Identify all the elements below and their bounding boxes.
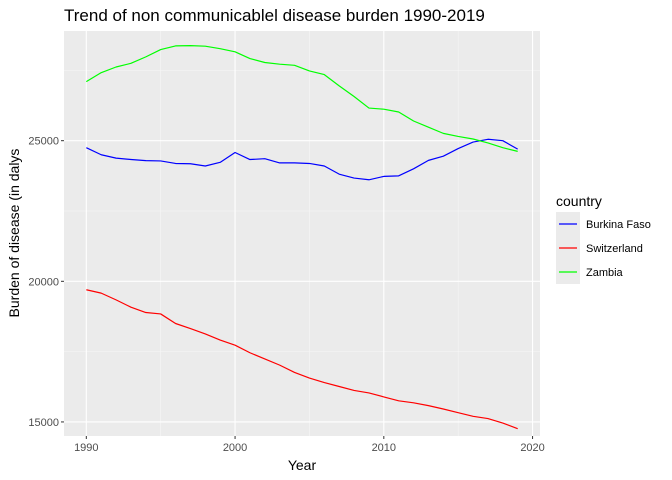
plot-panel bbox=[64, 31, 540, 436]
series-line-zambia bbox=[85, 45, 518, 152]
series-line-switzerland bbox=[86, 289, 518, 430]
legend-item-label: Zambia bbox=[586, 267, 624, 279]
y-tick-label: 15000 bbox=[28, 417, 59, 429]
legend-item-label: Switzerland bbox=[586, 243, 643, 255]
x-axis: 1990 2000 2010 2020 bbox=[74, 436, 545, 454]
y-tick-label: 20000 bbox=[28, 276, 59, 288]
x-axis-title: Year bbox=[288, 457, 317, 473]
x-tick-label: 1990 bbox=[74, 442, 98, 454]
legend-title: country bbox=[556, 193, 602, 209]
y-tick-label: 25000 bbox=[28, 136, 59, 148]
series-line-burkina-faso bbox=[86, 138, 518, 181]
legend-item-label: Burkina Faso bbox=[586, 219, 651, 231]
x-tick-label: 2020 bbox=[520, 442, 544, 454]
chart-title: Trend of non communicablel disease burde… bbox=[64, 6, 485, 25]
x-tick-label: 2000 bbox=[223, 442, 247, 454]
series-lines bbox=[85, 45, 518, 430]
y-axis-title: Burden of disease (in dalys bbox=[6, 149, 22, 318]
grid-lines bbox=[64, 31, 540, 436]
x-tick-label: 2010 bbox=[372, 442, 396, 454]
legend: country Burkina Faso Switzerland Zambia bbox=[556, 193, 651, 284]
y-axis: 15000 20000 25000 bbox=[28, 136, 64, 429]
